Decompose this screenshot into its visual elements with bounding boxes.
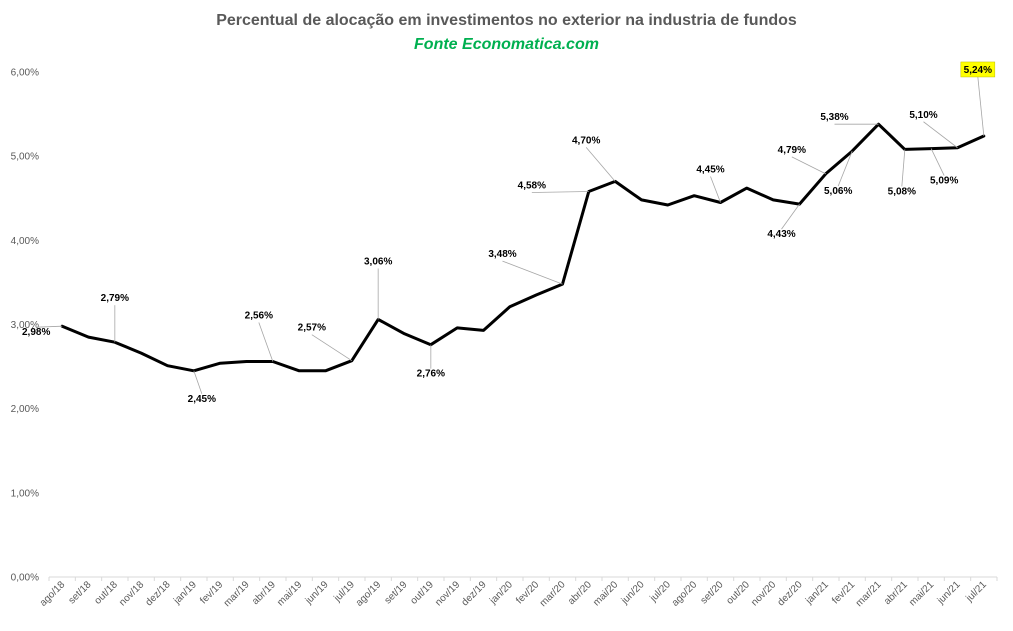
x-tick-label: out/20 xyxy=(725,579,753,607)
highlight-box xyxy=(960,61,996,78)
data-label: 4,58% xyxy=(518,181,546,192)
x-tick-label: jan/21 xyxy=(803,579,831,607)
leader-line xyxy=(585,147,616,182)
x-tick-label: set/20 xyxy=(699,579,726,606)
data-label: 2,79% xyxy=(101,293,129,304)
leader-line xyxy=(502,260,563,285)
data-label: 5,08% xyxy=(888,186,916,197)
x-tick-label: mai/20 xyxy=(591,579,620,608)
x-tick-label: set/18 xyxy=(67,579,94,606)
x-tick-label: ago/20 xyxy=(670,579,700,609)
y-tick-label: 0,00% xyxy=(11,573,39,584)
x-tick-label: mai/21 xyxy=(907,579,936,608)
leader-line xyxy=(311,334,353,362)
data-label: 5,10% xyxy=(909,110,937,121)
x-tick-label: nov/20 xyxy=(749,579,778,608)
x-tick-label: set/19 xyxy=(383,579,410,606)
data-label: 5,24% xyxy=(964,65,992,76)
leader-line xyxy=(923,121,958,149)
data-label: 4,45% xyxy=(696,164,724,175)
y-tick-label: 5,00% xyxy=(11,152,39,163)
leader-line xyxy=(930,148,945,176)
chart-subtitle: Fonte Economatica.com xyxy=(414,36,599,53)
data-label: 2,76% xyxy=(417,369,445,380)
x-tick-label: jun/20 xyxy=(619,579,647,607)
leader-line xyxy=(710,176,721,203)
leader-line xyxy=(791,156,827,175)
data-label: 4,79% xyxy=(778,145,806,156)
data-label: 4,43% xyxy=(767,229,795,240)
data-label: 5,38% xyxy=(820,112,848,123)
y-tick-label: 3,00% xyxy=(11,320,39,331)
leader-line xyxy=(531,191,589,193)
x-tick-label: dez/20 xyxy=(776,579,805,608)
data-label: 3,06% xyxy=(364,256,392,267)
leader-line xyxy=(837,150,853,187)
y-tick-label: 1,00% xyxy=(11,488,39,499)
leader-line xyxy=(193,370,203,394)
x-tick-label: abr/20 xyxy=(566,579,594,607)
data-label: 3,48% xyxy=(488,249,516,260)
data-label: 2,98% xyxy=(22,327,50,338)
data-label: 5,09% xyxy=(930,176,958,187)
x-tick-label: jan/19 xyxy=(171,579,199,607)
x-tick-label: nov/18 xyxy=(117,579,146,608)
x-tick-label: dez/18 xyxy=(144,579,173,608)
x-tick-label: mar/20 xyxy=(538,579,568,609)
x-tick-label: jun/21 xyxy=(935,579,963,607)
chart-title: Percentual de alocação em investimentos … xyxy=(216,12,797,29)
x-tick-label: abr/19 xyxy=(250,579,278,607)
x-tick-label: mai/19 xyxy=(275,579,304,608)
data-label: 2,57% xyxy=(298,323,326,334)
x-tick-label: jan/20 xyxy=(487,579,515,607)
series-line xyxy=(60,122,986,373)
y-tick-label: 2,00% xyxy=(11,404,39,415)
x-tick-label: out/19 xyxy=(409,579,437,607)
x-tick-label: mar/21 xyxy=(854,579,884,609)
data-label: 2,45% xyxy=(188,394,216,405)
y-tick-label: 4,00% xyxy=(11,236,39,247)
data-label: 2,56% xyxy=(245,311,273,322)
leader-line xyxy=(781,203,800,230)
x-tick-label: nov/19 xyxy=(433,579,462,608)
x-tick-label: out/18 xyxy=(93,579,121,607)
leader-line xyxy=(258,322,274,362)
x-tick-label: ago/18 xyxy=(38,579,68,609)
leader-line xyxy=(901,149,906,187)
x-tick-label: jul/21 xyxy=(964,579,990,605)
x-tick-label: dez/19 xyxy=(460,579,489,608)
x-tick-label: jun/19 xyxy=(303,579,331,607)
leader-line xyxy=(36,325,63,328)
x-tick-label: abr/21 xyxy=(882,579,910,607)
data-label: 5,06% xyxy=(824,186,852,197)
x-tick-label: mar/19 xyxy=(222,579,252,609)
leader-line xyxy=(977,76,985,137)
data-label: 4,70% xyxy=(572,135,600,146)
x-tick-label: ago/19 xyxy=(354,579,384,609)
y-tick-label: 6,00% xyxy=(11,68,39,79)
